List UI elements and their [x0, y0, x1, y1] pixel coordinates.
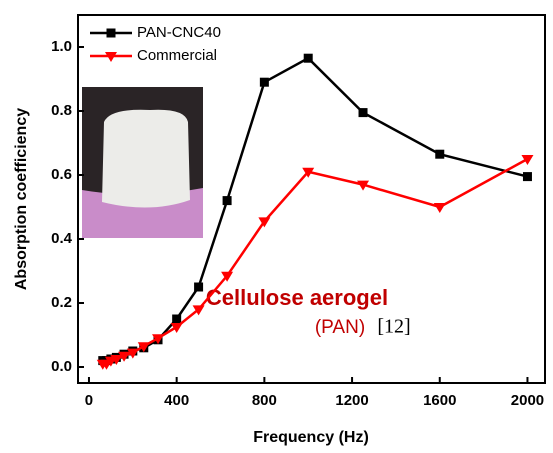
annotation-sub: (PAN)	[315, 317, 365, 338]
marker	[522, 172, 532, 182]
marker	[152, 334, 165, 345]
marker	[126, 348, 139, 359]
y-tick-label: 0.2	[51, 294, 72, 311]
plot-frame	[77, 14, 546, 384]
legend-marker	[105, 52, 117, 62]
legend-label: Commercial	[137, 47, 217, 64]
marker	[221, 271, 234, 282]
x-tick-label: 2000	[511, 392, 544, 409]
marker	[433, 203, 446, 213]
y-tick-label: 0.4	[51, 230, 73, 247]
marker	[435, 149, 445, 159]
marker	[302, 167, 315, 178]
x-tick-label: 1200	[335, 392, 368, 409]
x-axis-label: Frequency (Hz)	[253, 429, 369, 446]
marker	[137, 342, 150, 353]
legend-marker	[106, 28, 116, 38]
x-tick-label: 1600	[423, 392, 456, 409]
marker	[110, 355, 123, 365]
y-axis-label: Absorption coefficiency	[13, 108, 30, 290]
marker	[258, 217, 271, 228]
marker	[192, 305, 205, 316]
marker	[521, 155, 534, 165]
photo-sample	[102, 109, 190, 208]
marker	[170, 323, 183, 333]
marker	[118, 351, 131, 362]
marker	[222, 196, 232, 206]
marker	[194, 282, 204, 292]
y-tick-label: 0.0	[51, 358, 72, 375]
inset-photo	[82, 87, 203, 238]
marker	[357, 180, 370, 191]
x-tick-label: 800	[252, 392, 277, 409]
annotation-ref: [12]	[377, 316, 410, 338]
marker	[172, 314, 182, 324]
y-tick-label: 0.6	[51, 166, 72, 183]
x-tick-label: 0	[85, 392, 93, 409]
marker	[259, 77, 269, 87]
marker	[358, 108, 368, 118]
legend-label: PAN-CNC40	[137, 24, 221, 41]
annotation-title: Cellulose aerogel	[206, 285, 388, 310]
x-tick-label: 400	[164, 392, 189, 409]
y-tick-label: 1.0	[51, 38, 72, 55]
y-tick-label: 0.8	[51, 102, 72, 119]
marker	[303, 53, 313, 63]
